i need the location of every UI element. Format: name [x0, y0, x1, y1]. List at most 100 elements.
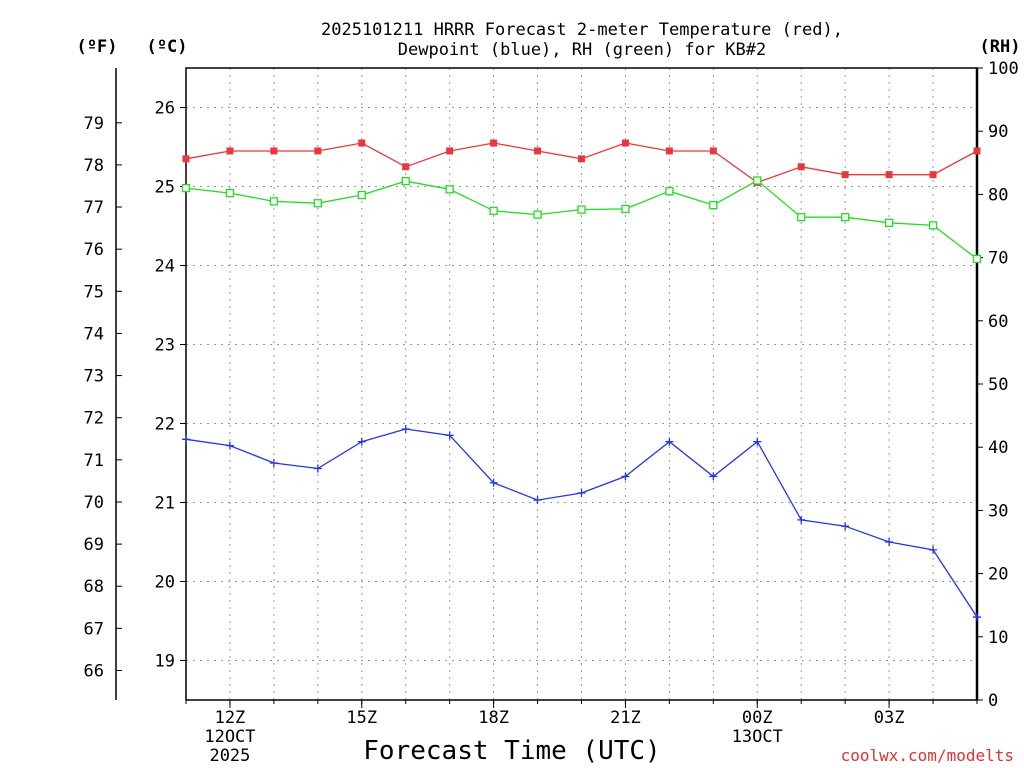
2-meter-temperature-point [973, 147, 981, 155]
x-tick-date-label: 12OCT [204, 727, 255, 747]
grid-lines [186, 68, 977, 700]
dewpoint-point [621, 472, 630, 481]
relative-humidity-point [357, 190, 366, 200]
rh-tick-label: 50 [988, 375, 1008, 395]
dewpoint-point [929, 545, 938, 554]
rh-tick-label: 70 [988, 249, 1008, 269]
fahrenheit-tick-label: 79 [84, 114, 104, 134]
relative-humidity-point [269, 197, 279, 206]
2-meter-temperature-point [885, 171, 893, 179]
dewpoint-point [225, 441, 234, 450]
data-series [181, 139, 982, 622]
relative-humidity-line [185, 179, 978, 260]
x-tick-date-label: 13OCT [732, 727, 783, 747]
2-meter-temperature-point [665, 147, 673, 155]
x-tick-label: 21Z [610, 708, 641, 728]
relative-humidity-point [797, 213, 806, 222]
dewpoint-point [885, 538, 894, 546]
fahrenheit-tick-label: 70 [84, 493, 104, 513]
dewpoint-point [533, 496, 542, 505]
rh-tick-label: 60 [988, 312, 1008, 332]
celsius-tick-label: 21 [155, 494, 175, 514]
fahrenheit-tick-label: 72 [84, 409, 104, 429]
2-meter-temperature-point [402, 163, 410, 171]
fahrenheit-tick-label: 68 [84, 577, 104, 597]
fahrenheit-tick-label: 76 [84, 240, 104, 260]
fahrenheit-tick-label: 73 [84, 367, 104, 387]
dewpoint-point [489, 478, 498, 487]
2-meter-temperature-line [185, 142, 978, 184]
2-meter-temperature-point [534, 147, 542, 155]
2-meter-temperature-point [709, 147, 717, 155]
dewpoint-point [313, 464, 322, 473]
dewpoint-point [445, 431, 454, 440]
relative-humidity-point [401, 176, 410, 186]
relative-humidity-point [313, 199, 322, 208]
relative-humidity-point [841, 213, 850, 222]
dewpoint-point [665, 437, 674, 446]
2-meter-temperature-point [358, 139, 366, 147]
rh-tick-label: 30 [988, 501, 1008, 521]
dewpoint-point [577, 489, 586, 498]
2-meter-temperature-point [578, 155, 585, 163]
2-meter-temperature-point [621, 139, 629, 147]
2-meter-temperature-point [929, 171, 937, 179]
fahrenheit-tick-label: 78 [84, 156, 104, 176]
rh-tick-label: 0 [988, 691, 998, 711]
celsius-tick-label: 25 [155, 178, 175, 198]
2-meter-temperature-point [797, 163, 805, 171]
fahrenheit-tick-label: 74 [84, 324, 104, 344]
2-meter-temperature-point [226, 147, 234, 155]
x-tick-label: 12Z [215, 708, 246, 728]
relative-humidity-point [621, 204, 630, 214]
dewpoint-point [269, 459, 278, 467]
x-tick-label: 03Z [874, 708, 905, 728]
x-tick-label: 15Z [346, 708, 377, 728]
dewpoint-point [401, 425, 410, 434]
relative-humidity-point [928, 221, 938, 230]
rh-tick-label: 100 [988, 59, 1019, 79]
celsius-tick-label: 23 [155, 336, 175, 356]
fahrenheit-tick-label: 75 [84, 282, 104, 302]
dewpoint-point [841, 522, 850, 531]
dewpoint-point [797, 515, 806, 524]
chart-title-line2: Dewpoint (blue), RH (green) for KB#2 [398, 40, 766, 60]
relative-humidity-point [972, 254, 982, 264]
fahrenheit-tick-label: 69 [84, 535, 104, 555]
2-meter-temperature-point [446, 147, 454, 155]
rh-tick-label: 20 [988, 565, 1008, 585]
dewpoint-point [357, 437, 366, 446]
fahrenheit-tick-label: 67 [84, 619, 104, 639]
2-meter-temperature-point [182, 155, 190, 163]
chart-title-line1: 2025101211 HRRR Forecast 2-meter Tempera… [321, 20, 843, 40]
relative-humidity-point [445, 185, 454, 194]
relative-humidity-point [753, 176, 762, 185]
dewpoint-point [182, 435, 190, 444]
2-meter-temperature-point [314, 147, 322, 155]
2-meter-temperature-point [841, 171, 849, 179]
rh-tick-label: 90 [988, 122, 1008, 142]
2-meter-temperature-point [490, 139, 498, 147]
x-axis-title: Forecast Time (UTC) [363, 736, 660, 766]
site-credit: coolwx.com/modelts [841, 746, 1014, 765]
rh-unit-label: (RH) [980, 37, 1021, 57]
relative-humidity-point [709, 200, 718, 210]
x-tick-label: 00Z [742, 708, 773, 728]
rh-tick-label: 80 [988, 185, 1008, 205]
relative-humidity-point [884, 218, 894, 227]
celsius-tick-label: 19 [155, 652, 175, 672]
dewpoint-point [973, 613, 981, 622]
fahrenheit-unit-label: (ºF) [77, 37, 118, 57]
celsius-tick-label: 24 [155, 257, 175, 277]
rh-tick-label: 10 [988, 628, 1008, 648]
fahrenheit-tick-label: 66 [84, 662, 104, 682]
relative-humidity-point [489, 206, 498, 215]
x-tick-year-label: 2025 [209, 746, 250, 766]
relative-humidity-point [533, 210, 542, 219]
x-tick-label: 18Z [478, 708, 509, 728]
celsius-tick-label: 20 [155, 573, 175, 593]
relative-humidity-point [225, 188, 235, 198]
relative-humidity-point [577, 205, 586, 214]
rh-tick-label: 40 [988, 438, 1008, 458]
